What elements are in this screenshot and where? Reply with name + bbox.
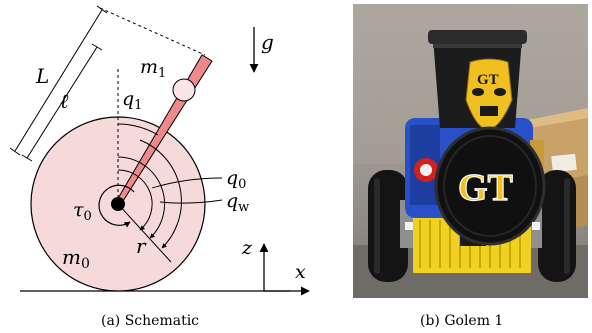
dimension-ell-tick-top bbox=[91, 43, 103, 51]
angle-arc-q1 bbox=[117, 123, 159, 136]
label-g: g bbox=[261, 30, 274, 54]
label-tau0: τ0 bbox=[73, 199, 92, 224]
caption-schematic: (a) Schematic bbox=[101, 313, 199, 329]
dimension-ell-tick-bottom bbox=[21, 154, 33, 162]
angle-arc-qw bbox=[117, 156, 166, 239]
angle-arc-q0 bbox=[117, 169, 153, 231]
dimension-L bbox=[14, 9, 103, 152]
label-r: r bbox=[136, 234, 147, 258]
schematic-panel: L ℓ m1 q1 g q0 qw τ0 r m0 z x bbox=[9, 5, 310, 296]
robot-photo: GT GT bbox=[353, 4, 588, 298]
label-m0: m0 bbox=[62, 245, 90, 272]
gold-mask bbox=[465, 58, 513, 131]
wheel-radius-line bbox=[117, 203, 172, 263]
label-L: L bbox=[35, 64, 49, 88]
dimension-L-tick-top bbox=[96, 5, 108, 14]
shield-logo: GT bbox=[458, 167, 513, 209]
dimension-L-tick-bottom bbox=[9, 147, 21, 156]
leader-qw bbox=[159, 199, 223, 204]
label-m1: m1 bbox=[140, 56, 166, 81]
label-qw: qw bbox=[226, 190, 249, 215]
torque-arc-tau0 bbox=[98, 184, 135, 228]
label-x: x bbox=[295, 261, 306, 283]
mask-logo: GT bbox=[477, 72, 499, 88]
label-q0: q0 bbox=[226, 167, 246, 192]
gt-shield bbox=[434, 126, 546, 246]
label-q1: q1 bbox=[122, 88, 142, 113]
label-ell: ℓ bbox=[60, 89, 69, 113]
leader-q0 bbox=[151, 177, 223, 189]
dimension-ell bbox=[26, 46, 98, 159]
wheel-hub bbox=[111, 197, 125, 211]
caption-photo: (b) Golem 1 bbox=[420, 313, 503, 329]
angle-arc-r bbox=[139, 139, 182, 249]
label-z: z bbox=[241, 237, 253, 259]
point-mass-m1 bbox=[172, 78, 196, 102]
length-guide-dashed bbox=[99, 7, 206, 56]
